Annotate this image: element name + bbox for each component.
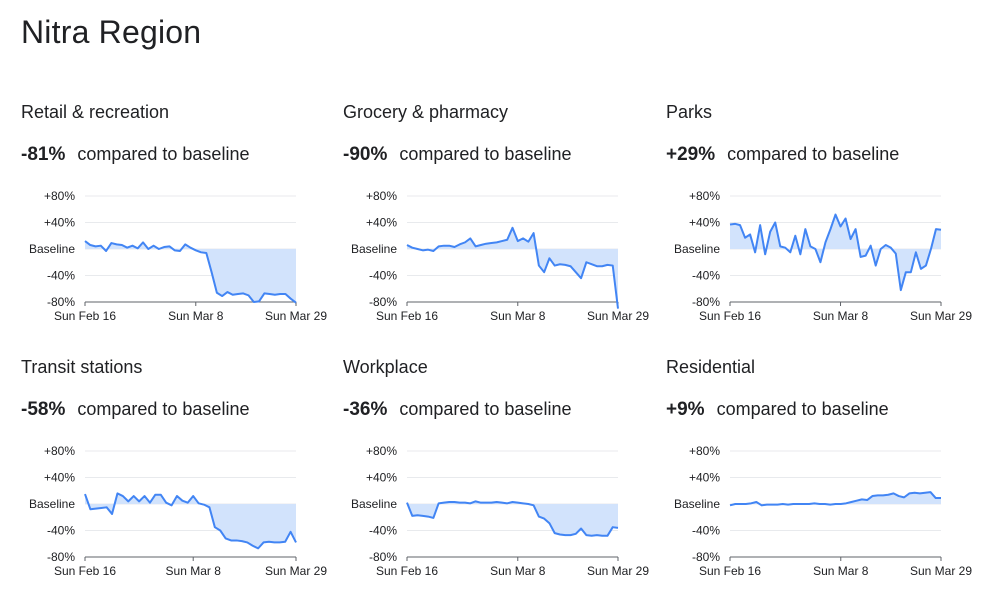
change-label: compared to baseline	[399, 144, 572, 164]
x-tick-label: Sun Mar 29	[587, 309, 649, 323]
y-tick-label: +80%	[44, 189, 75, 203]
chart-panel-retail-recreation: Retail & recreation -81% compared to basel…	[21, 102, 331, 332]
y-tick-label: Baseline	[29, 497, 75, 511]
y-tick-label: -40%	[47, 524, 75, 538]
x-tick-label: Sun Mar 8	[490, 564, 546, 578]
x-tick-label: Sun Feb 16	[54, 564, 116, 578]
change-label: compared to baseline	[77, 144, 250, 164]
x-tick-label: Sun Feb 16	[376, 309, 438, 323]
change-label: compared to baseline	[77, 399, 250, 419]
x-tick-label: Sun Feb 16	[699, 309, 761, 323]
page-title: Nitra Region	[21, 14, 202, 50]
series-line	[406, 500, 619, 537]
change-label: compared to baseline	[727, 144, 900, 164]
y-tick-label: +40%	[366, 216, 397, 230]
y-tick-label: +80%	[366, 444, 397, 458]
chart-panel-parks: Parks +29% compared to baseline +80% +40% Bas…	[666, 102, 976, 332]
y-tick-label: +80%	[44, 444, 75, 458]
change-summary: -90% compared to baseline	[343, 144, 571, 166]
y-tick-label: -80%	[47, 550, 75, 564]
line-chart: +80% +40% Baseline -40% -80%Sun Feb 16 Sun Ma…	[674, 444, 972, 578]
x-tick-label: Sun Mar 8	[813, 564, 869, 578]
chart-panel-residential: Residential +9% compared to baseline +80% +4…	[666, 357, 976, 587]
change-percent: -90%	[343, 144, 388, 165]
change-percent: -58%	[21, 399, 66, 420]
y-tick-label: +40%	[689, 471, 720, 485]
x-tick-label: Sun Mar 29	[265, 564, 327, 578]
change-label: compared to baseline	[399, 399, 572, 419]
series-line	[729, 491, 941, 507]
y-tick-label: -40%	[692, 524, 720, 538]
y-tick-label: Baseline	[351, 242, 397, 256]
x-tick-label: Sun Feb 16	[699, 564, 761, 578]
change-percent: +29%	[666, 144, 716, 165]
change-percent: -36%	[343, 399, 388, 420]
y-tick-label: -40%	[47, 269, 75, 283]
chart-title: Workplace	[343, 357, 428, 377]
chart-panel-workplace: Workplace -36% compared to baseline +80% +40…	[343, 357, 653, 587]
change-summary: +29% compared to baseline	[666, 144, 899, 166]
series-line	[406, 226, 619, 309]
y-tick-label: +40%	[44, 471, 75, 485]
change-summary: +9% compared to baseline	[666, 399, 889, 421]
y-tick-label: -40%	[369, 524, 397, 538]
line-chart: +80% +40% Baseline -40% -80%Sun Feb 16 Sun Ma…	[29, 189, 327, 323]
y-tick-label: +80%	[689, 189, 720, 203]
x-tick-label: Sun Feb 16	[376, 564, 438, 578]
chart-panel-transit-stations: Transit stations -58% compared to baseline…	[21, 357, 331, 587]
chart-title: Retail & recreation	[21, 102, 170, 122]
chart-title: Residential	[666, 357, 756, 377]
y-tick-label: Baseline	[351, 497, 397, 511]
change-summary: -81% compared to baseline	[21, 144, 249, 166]
y-tick-label: +40%	[44, 216, 75, 230]
chart-title: Parks	[666, 102, 713, 122]
line-chart: +80% +40% Baseline -40% -80%Sun Feb 16 Sun Ma…	[351, 444, 649, 578]
series-line	[84, 492, 297, 550]
chart-title: Grocery & pharmacy	[343, 102, 509, 122]
series-line	[84, 240, 297, 304]
y-tick-label: -80%	[369, 295, 397, 309]
y-tick-label: -80%	[369, 550, 397, 564]
y-tick-label: -80%	[47, 295, 75, 309]
change-percent: +9%	[666, 399, 705, 420]
change-summary: -58% compared to baseline	[21, 399, 249, 421]
y-tick-label: -40%	[692, 269, 720, 283]
x-tick-label: Sun Mar 8	[813, 309, 869, 323]
line-chart: +80% +40% Baseline -40% -80%Sun Feb 16 Sun Ma…	[674, 189, 972, 323]
x-tick-label: Sun Mar 29	[265, 309, 327, 323]
y-tick-label: +40%	[366, 471, 397, 485]
baseline-difference-area	[407, 501, 618, 536]
baseline-difference-area	[730, 214, 941, 291]
y-tick-label: +80%	[366, 189, 397, 203]
series-line	[729, 213, 942, 292]
y-tick-label: Baseline	[674, 497, 720, 511]
y-tick-label: -80%	[692, 295, 720, 309]
y-tick-label: -40%	[369, 269, 397, 283]
x-tick-label: Sun Mar 29	[910, 564, 972, 578]
change-label: compared to baseline	[716, 399, 889, 419]
x-tick-label: Sun Mar 8	[168, 309, 224, 323]
chart-title: Transit stations	[21, 357, 143, 377]
y-tick-label: -80%	[692, 550, 720, 564]
chart-panel-grocery-pharmacy: Grocery & pharmacy -90% compared to baseli…	[343, 102, 653, 332]
change-percent: -81%	[21, 144, 66, 165]
baseline-difference-area	[407, 227, 618, 309]
baseline-difference-area	[85, 241, 296, 303]
x-tick-label: Sun Mar 8	[490, 309, 546, 323]
baseline-difference-area	[85, 493, 296, 549]
line-chart: +80% +40% Baseline -40% -80%Sun Feb 16 Sun Ma…	[29, 444, 327, 578]
y-tick-label: Baseline	[29, 242, 75, 256]
line-chart: +80% +40% Baseline -40% -80%Sun Feb 16 Sun Ma…	[351, 189, 649, 323]
x-tick-label: Sun Mar 29	[587, 564, 649, 578]
x-tick-label: Sun Mar 29	[910, 309, 972, 323]
y-tick-label: +80%	[689, 444, 720, 458]
y-tick-label: Baseline	[674, 242, 720, 256]
change-summary: -36% compared to baseline	[343, 399, 571, 421]
y-tick-label: +40%	[689, 216, 720, 230]
x-tick-label: Sun Mar 8	[166, 564, 222, 578]
x-tick-label: Sun Feb 16	[54, 309, 116, 323]
